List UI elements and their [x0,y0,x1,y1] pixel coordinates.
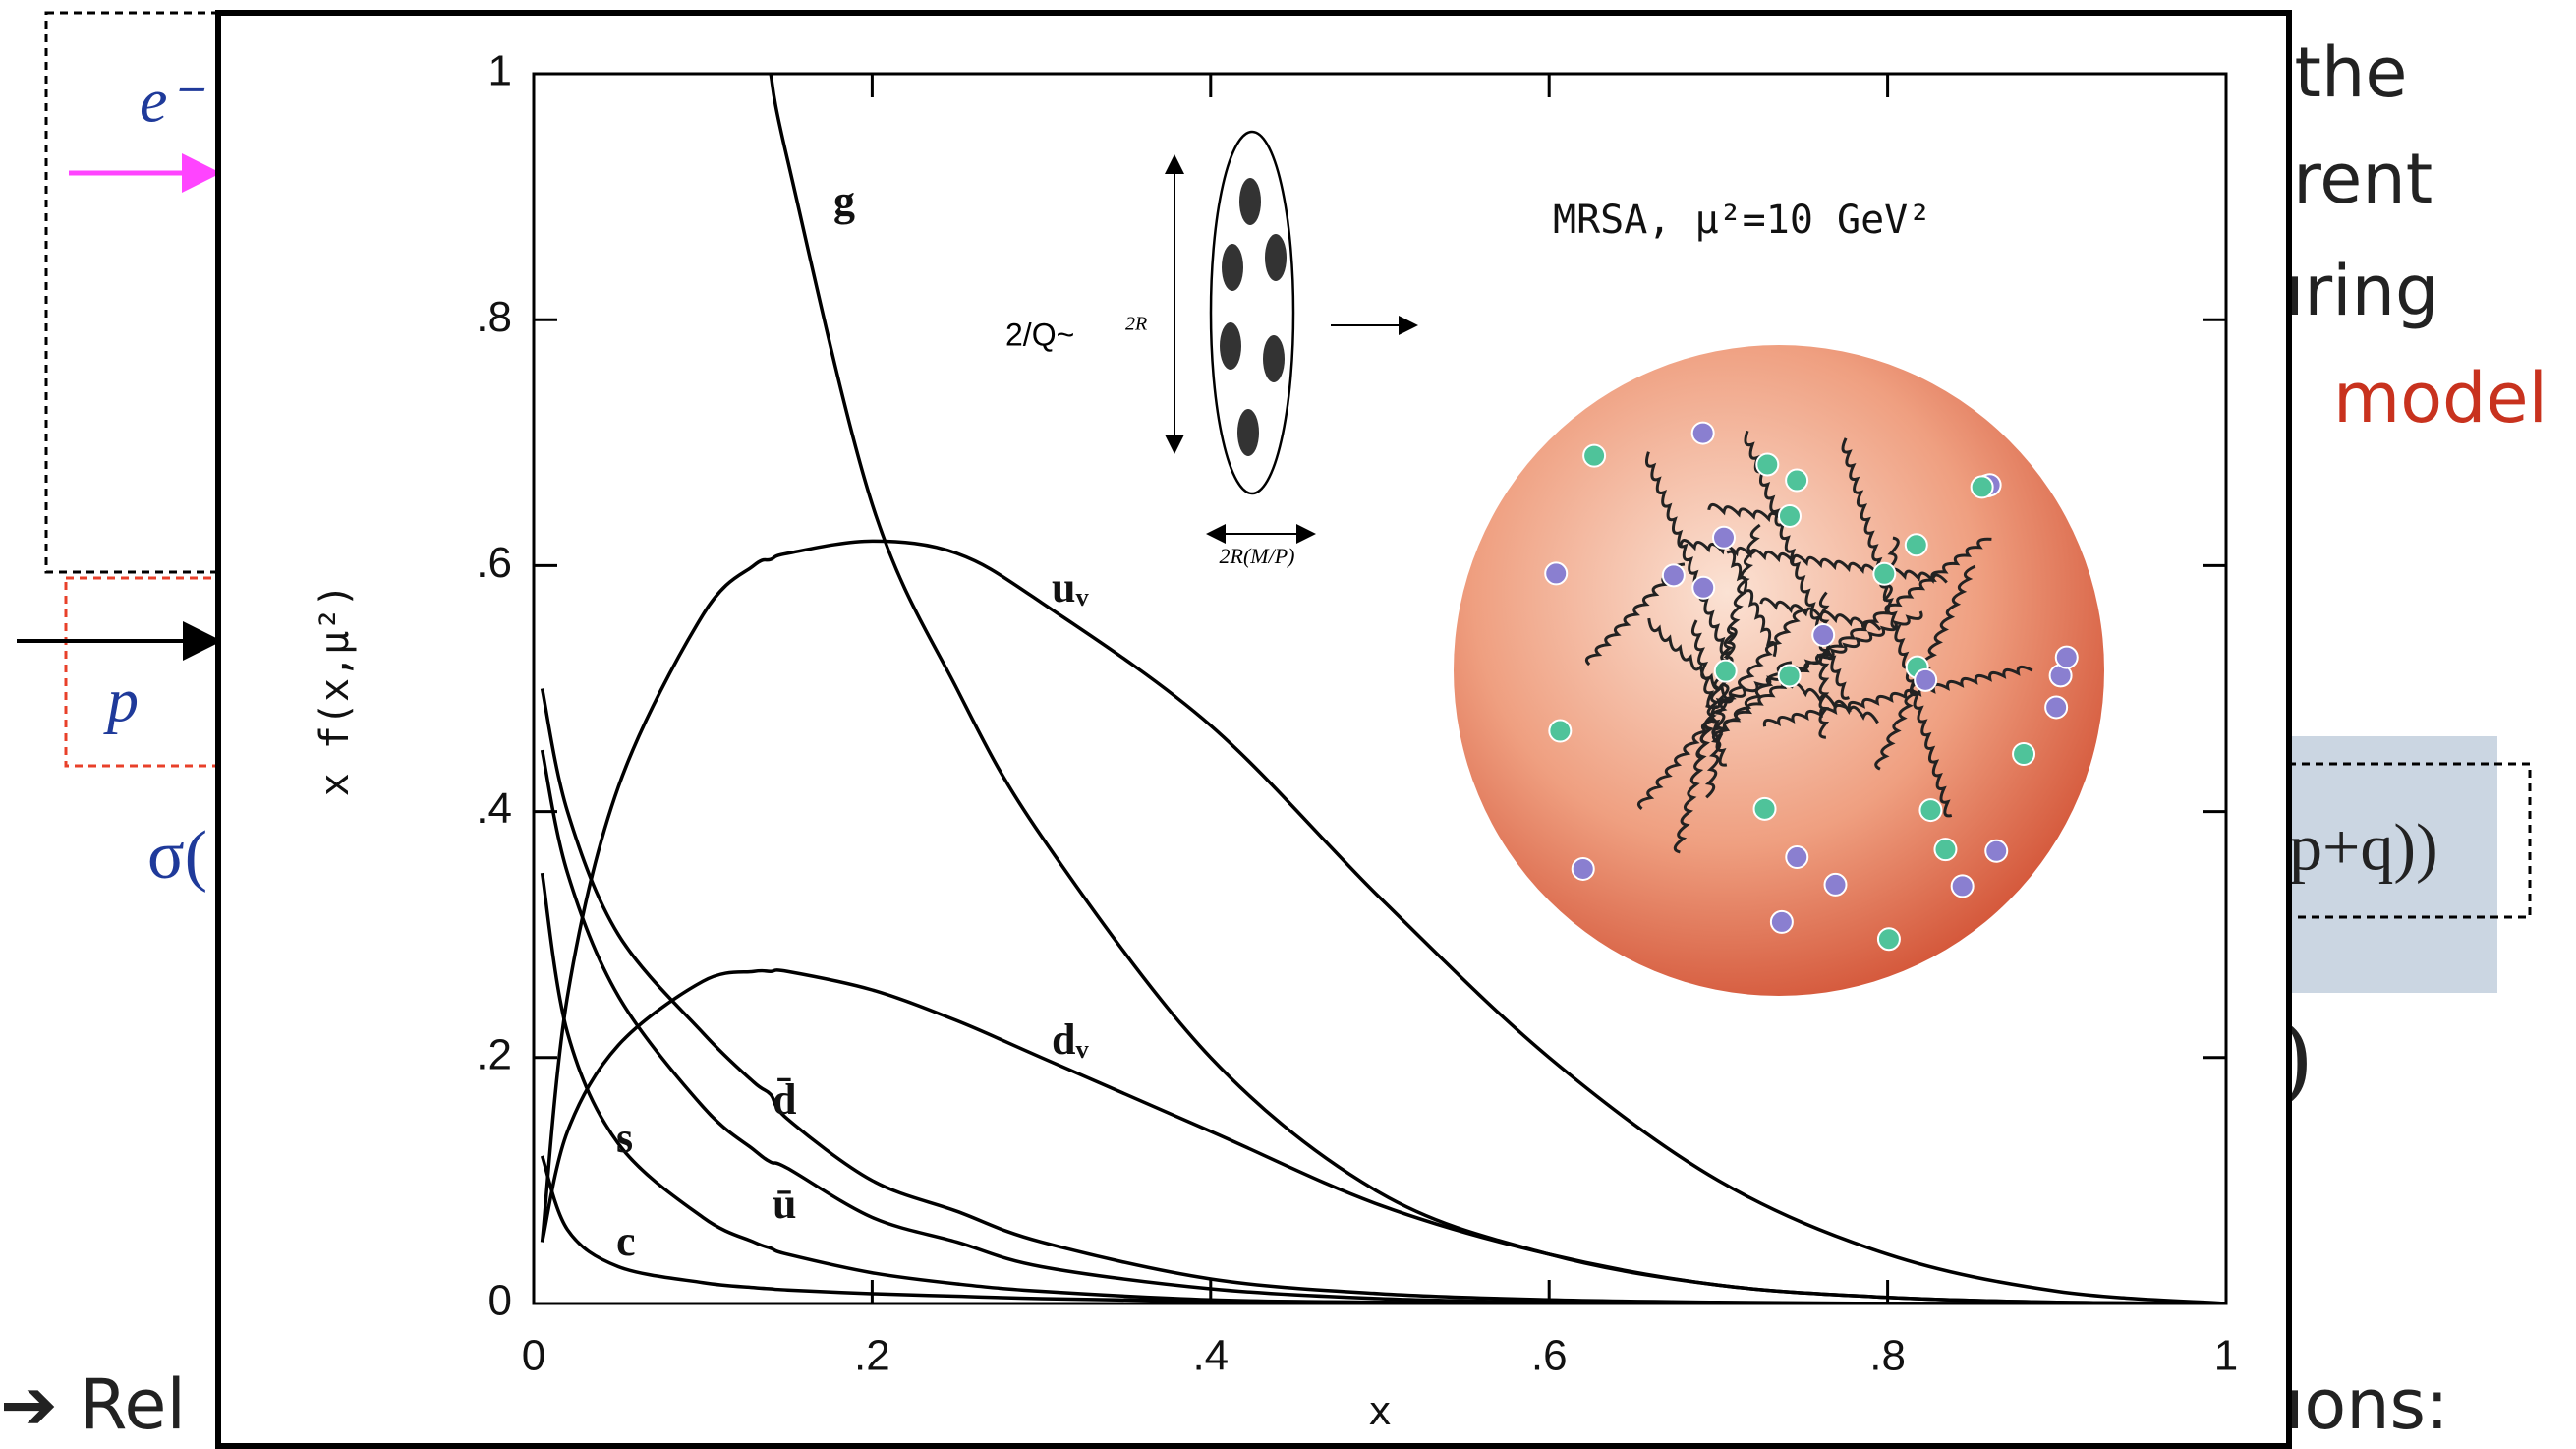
slide-text: model [2333,358,2547,438]
x-tick-label: .8 [1869,1332,1906,1380]
y-tick-label: .2 [476,1030,512,1078]
quark [1583,445,1605,467]
quark [1545,562,1567,584]
annotation: 2/Q~ [1005,317,1074,352]
slide-text: p+q)) [2289,810,2438,885]
y-tick-label: .8 [476,293,512,341]
quark [1786,846,1807,868]
quark [1878,928,1900,950]
quark [1692,577,1714,599]
annotation: MRSA, μ²=10 GeV² [1553,198,1931,243]
quark [1952,875,1974,897]
slide-text: p [103,666,139,735]
quark [1786,470,1807,492]
y-axis-label: x f(x,μ²) [313,584,358,797]
quark [2045,696,2067,718]
x-tick-label: 1 [2214,1332,2238,1380]
y-tick-label: 1 [488,47,512,95]
quark [1919,799,1941,821]
series-label: d̄ [773,1075,796,1124]
annotation: 2R(M/P) [1220,544,1295,568]
quark [1873,563,1895,585]
quark [1713,527,1735,549]
x-axis-label: x [1368,1389,1392,1434]
quark [1715,661,1737,682]
quark [1779,505,1801,527]
quark [1663,564,1685,586]
quark [1985,840,2007,862]
chart: 0 .2 .4 .6 .8 1 0 .2 .4 .6 .8 1 x x f(x,μ²) MRSA, μ²=1… [218,13,2289,1446]
quark [1934,839,1956,860]
x-tick-label: .2 [854,1332,890,1380]
quark [1779,665,1801,686]
quark [1756,453,1778,475]
quark [1915,669,1936,691]
quark [2013,743,2034,765]
series-label: s [616,1114,633,1162]
page: {"slide": {"fragments": ["e⁻", "p", "σ("… [0,0,2576,1449]
quark [1692,423,1714,444]
slide: e⁻ p σ( , the erent uring model p+q)) ) … [0,0,2576,1449]
quark [1754,798,1776,820]
series-label: g [833,177,855,225]
slide-text: e⁻ [140,66,204,136]
x-tick-label: .6 [1531,1332,1568,1380]
y-tick-label: 0 [488,1277,512,1325]
y-tick-label: .4 [476,784,512,833]
x-tick-label: .4 [1192,1332,1229,1380]
quark [1972,476,1993,497]
y-tick-label: .6 [476,539,512,587]
quark [2056,647,2078,668]
series-label: c [616,1217,636,1265]
x-tick-label: 0 [522,1332,545,1380]
slide-text: σ( [147,818,207,894]
series-label: ū [773,1180,796,1228]
quark [1812,624,1834,646]
quark [1549,721,1571,742]
series-label: dᵥ [1052,1015,1089,1064]
quark [1573,858,1594,880]
series-label: uᵥ [1052,563,1089,611]
quark [1825,874,1847,896]
slide-text: ➔ Rel [0,1364,186,1445]
annotation: 2R [1125,314,1147,335]
quark [1906,534,1927,555]
quark [1771,911,1793,933]
